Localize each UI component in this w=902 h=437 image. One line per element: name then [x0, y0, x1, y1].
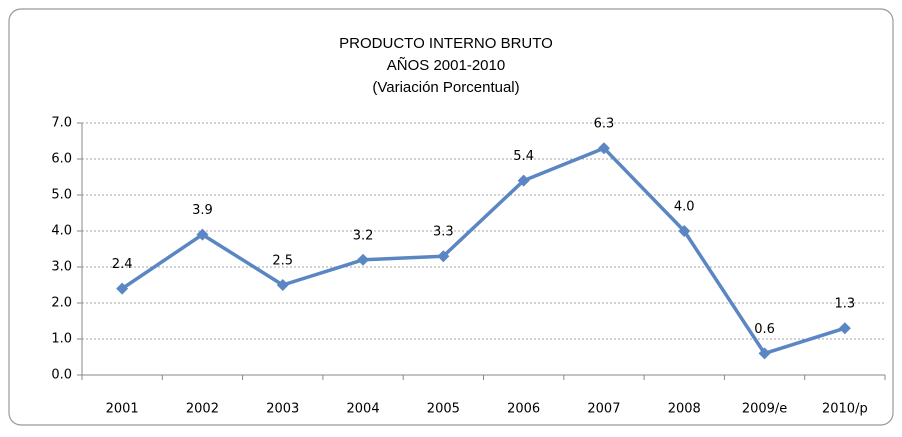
data-point: [758, 347, 771, 360]
data-point: [517, 174, 530, 187]
data-point: [437, 250, 450, 263]
y-tick-label: 4.0: [51, 224, 72, 239]
data-label: 4.0: [674, 200, 695, 215]
x-tick-label: 2010/p: [822, 402, 868, 417]
data-label: 5.4: [513, 149, 534, 164]
data-label: 3.9: [192, 203, 213, 218]
data-line: [121, 146, 846, 356]
data-point: [838, 322, 851, 335]
y-tick-label: 0.0: [51, 368, 72, 383]
y-tick-label: 5.0: [51, 188, 72, 203]
x-tick-label: 2008: [668, 402, 701, 417]
data-label: 6.3: [594, 117, 615, 132]
y-tick-label: 1.0: [51, 332, 72, 347]
x-tick-label: 2005: [427, 402, 460, 417]
data-point: [597, 142, 610, 155]
chart-frame: [8, 8, 894, 426]
x-tick-label: 2004: [347, 402, 380, 417]
data-label: 2.4: [112, 257, 133, 272]
y-tick-label: 7.0: [51, 116, 72, 131]
data-point: [196, 228, 209, 241]
data-label: 1.3: [835, 297, 856, 312]
chart-subtitle: AÑOS 2001-2010: [387, 57, 505, 74]
data-point: [357, 253, 370, 266]
data-label: 3.3: [433, 225, 454, 240]
x-tick-label: 2006: [507, 402, 540, 417]
chart-title: PRODUCTO INTERNO BRUTO: [339, 35, 553, 52]
x-tick-label: 2009/e: [742, 402, 787, 417]
data-point: [116, 282, 129, 295]
chart-subtitle: (Variación Porcentual): [372, 79, 519, 96]
data-label: 3.2: [353, 228, 374, 243]
x-tick-label: 2001: [106, 402, 139, 417]
y-tick-label: 2.0: [51, 296, 72, 311]
data-label: 0.6: [754, 322, 775, 337]
x-tick-label: 2007: [587, 402, 620, 417]
y-tick-label: 6.0: [51, 152, 72, 167]
x-tick-label: 2003: [266, 402, 299, 417]
y-tick-label: 3.0: [51, 260, 72, 275]
data-label: 2.5: [272, 254, 293, 269]
data-point: [678, 225, 691, 237]
x-tick-label: 2002: [186, 402, 219, 417]
data-point: [276, 279, 289, 291]
